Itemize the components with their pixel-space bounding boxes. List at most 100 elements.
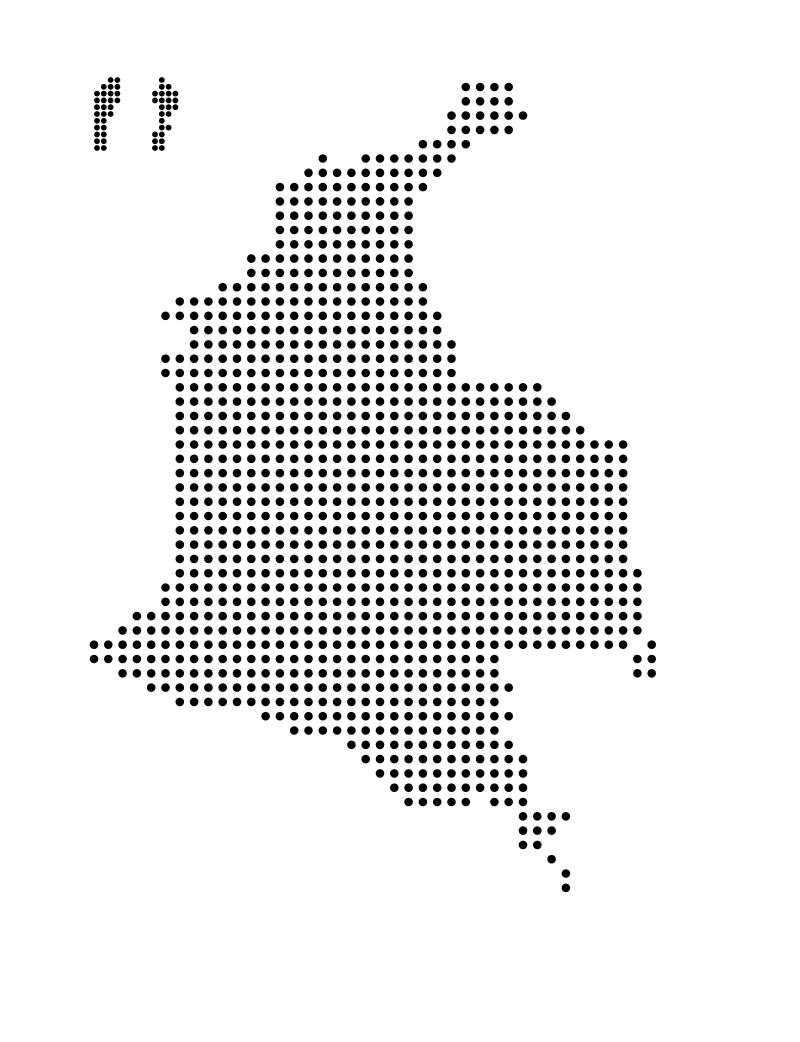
map-dot <box>318 254 328 263</box>
map-dot <box>275 626 285 635</box>
map-dot <box>504 468 513 478</box>
map-dot <box>618 497 628 507</box>
map-dot <box>189 383 199 392</box>
island-dot <box>107 104 114 111</box>
map-dot <box>375 611 385 621</box>
map-dot <box>247 383 256 392</box>
map-dot <box>432 540 442 549</box>
map-dot <box>561 511 571 521</box>
map-dot <box>390 711 399 721</box>
map-dot <box>404 182 413 192</box>
island-dot <box>100 104 107 111</box>
map-dot <box>189 454 199 464</box>
map-dot <box>575 454 585 464</box>
map-dot <box>261 611 270 621</box>
map-dot <box>475 769 485 778</box>
map-dot <box>161 654 170 664</box>
map-dot <box>447 139 456 149</box>
map-dot <box>361 511 371 521</box>
map-dot <box>347 597 356 607</box>
map-dot <box>332 197 342 206</box>
map-dot <box>218 282 227 292</box>
map-dot <box>647 640 656 649</box>
map-dot <box>404 282 413 292</box>
map-dot <box>289 726 299 735</box>
map-dot <box>318 397 328 406</box>
map-dot <box>604 511 614 521</box>
map-dot <box>247 611 256 621</box>
map-dot <box>261 325 270 335</box>
map-dot <box>404 683 413 692</box>
map-dot <box>375 540 385 549</box>
map-dot <box>375 669 385 678</box>
map-dot <box>189 511 199 521</box>
map-dot <box>189 568 199 578</box>
map-dot <box>175 383 185 392</box>
map-dot <box>575 497 585 507</box>
map-dot <box>361 268 371 278</box>
map-dot <box>432 783 442 792</box>
map-dot <box>590 568 599 578</box>
map-dot <box>347 297 356 306</box>
map-dot <box>390 340 399 349</box>
map-dot <box>232 440 242 449</box>
map-dot <box>432 497 442 507</box>
map-dot <box>390 268 399 278</box>
map-dot <box>490 497 499 507</box>
map-dot <box>432 311 442 321</box>
map-dot <box>318 526 328 535</box>
island-dot <box>107 90 114 97</box>
map-dot <box>261 282 270 292</box>
map-dot <box>289 211 299 220</box>
map-dot <box>518 411 528 421</box>
map-dot <box>390 411 399 421</box>
map-dot <box>375 325 385 335</box>
map-dot <box>375 340 385 349</box>
map-dot <box>604 626 614 635</box>
map-dot <box>490 483 499 492</box>
map-dot <box>146 683 156 692</box>
map-dot <box>361 197 371 206</box>
map-dot <box>232 311 242 321</box>
map-dot <box>247 497 256 507</box>
map-dot <box>375 168 385 178</box>
map-dot <box>504 383 513 392</box>
map-dot <box>390 254 399 263</box>
map-dot <box>318 368 328 378</box>
island-dot <box>165 111 172 117</box>
map-dot <box>404 568 413 578</box>
map-dot <box>475 754 485 764</box>
island-dot <box>94 104 100 111</box>
map-dot <box>461 468 471 478</box>
map-dot <box>561 483 571 492</box>
map-dot <box>347 254 356 263</box>
map-dot <box>289 240 299 249</box>
map-dot <box>390 211 399 220</box>
island-dot <box>94 145 100 151</box>
map-dot <box>475 483 485 492</box>
map-dot <box>175 683 185 692</box>
map-dot <box>490 740 499 750</box>
map-dot <box>561 497 571 507</box>
map-dot <box>318 168 328 178</box>
map-dot <box>361 225 371 235</box>
map-dot <box>275 340 285 349</box>
map-dot <box>247 568 256 578</box>
map-dot <box>347 483 356 492</box>
map-dot <box>461 483 471 492</box>
map-dot <box>275 240 285 249</box>
map-dot <box>432 740 442 750</box>
map-dot <box>175 611 185 621</box>
map-dot <box>404 411 413 421</box>
map-dot <box>304 225 313 235</box>
map-dot <box>490 583 499 592</box>
map-dot <box>633 626 642 635</box>
map-dot <box>533 826 542 835</box>
map-dot <box>547 611 556 621</box>
map-dot <box>447 683 456 692</box>
map-dot <box>461 554 471 564</box>
map-dot <box>390 554 399 564</box>
map-dot <box>347 583 356 592</box>
map-dot <box>404 583 413 592</box>
map-dot <box>347 311 356 321</box>
